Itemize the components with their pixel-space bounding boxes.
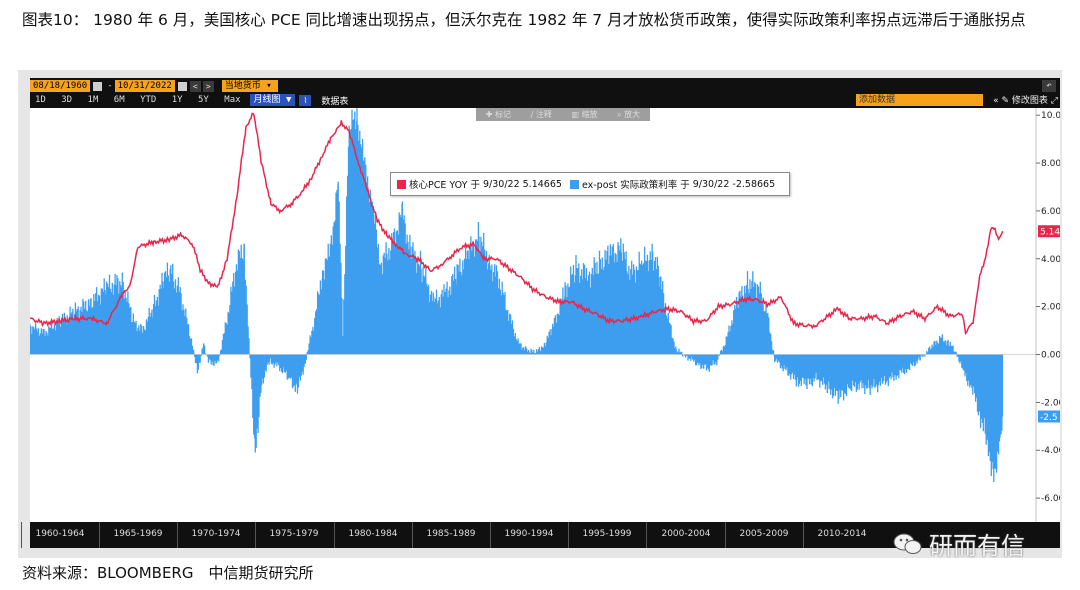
period-selector: 1D 3D 1M 6M YTD 1Y 5Y Max: [30, 95, 246, 105]
y-tick-label: 10.00: [1041, 111, 1060, 121]
watermark-text: 研而有信: [929, 532, 1025, 560]
x-tick-label: 1985-1989: [426, 529, 476, 539]
y-tick-label: 4.00: [1041, 255, 1060, 265]
x-period-separator: [568, 522, 569, 548]
toolbar-row-periods: 1D 3D 1M 6M YTD 1Y 5Y Max 月线图 ▼ ⌇ 数据表: [30, 93, 1060, 107]
x-period-separator: [412, 522, 413, 548]
x-tick-label: 1970-1974: [191, 529, 241, 539]
calendar-icon[interactable]: [93, 81, 103, 91]
x-period-separator: [725, 522, 726, 548]
policy-rate-area: [29, 108, 1004, 482]
legend-pce-date: 9/30/22: [482, 178, 520, 190]
legend-item-policy: ex-post 实际政策利率 于 9/30/22 -2.58665: [569, 177, 776, 191]
x-period-separator: [177, 522, 178, 548]
x-axis-bar: 1960-1964 1965-1969 1970-1974 1975-1979 1980…: [21, 522, 1060, 548]
end-date-field[interactable]: 10/31/2022: [114, 80, 175, 92]
chart-tools-bar: ✚ 标记 ∕ 注释 ▥ 缩放 ⌕ 放大: [476, 108, 650, 121]
currency-dropdown[interactable]: 当地货币 ▾: [221, 80, 278, 92]
wechat-icon: [893, 533, 922, 554]
figure-caption: 图表10： 1980 年 6 月，美国核心 PCE 同比增速出现拐点，但沃尔克在…: [22, 11, 1026, 29]
pce-last-value-tag-bg: [1038, 225, 1066, 238]
y-tick-label: -2.00: [1041, 398, 1060, 408]
chart-type-dropdown[interactable]: 月线图 ▼: [249, 94, 296, 106]
chart-legend: 核心PCE YOY 于 9/30/22 5.14665 ex-post 实际政策…: [390, 172, 791, 196]
pce-last-value-tag: 5.14: [1040, 228, 1060, 238]
edit-chart-button[interactable]: « ✎ 修改图表 ⤢: [993, 96, 1058, 106]
legend-policy-value: -2.58665: [732, 178, 776, 190]
x-period-separator: [21, 522, 22, 548]
y-tick-label: 2.00: [1041, 303, 1060, 313]
y-tick-label: -4.00: [1041, 446, 1060, 456]
x-period-separator: [334, 522, 335, 548]
tool-zoom-label: 缩放: [581, 110, 598, 119]
legend-pce-name: 核心PCE YOY: [409, 180, 468, 191]
period-6m[interactable]: 6M: [113, 95, 125, 105]
tool-annotate[interactable]: ∕ 注释: [530, 110, 552, 119]
legend-pce-value: 5.14665: [522, 178, 562, 190]
period-3d[interactable]: 3D: [61, 95, 73, 105]
x-period-separator: [646, 522, 647, 548]
currency-label: 当地货币: [224, 81, 261, 91]
period-5y[interactable]: 5Y: [198, 95, 209, 105]
period-ytd[interactable]: YTD: [140, 95, 157, 105]
x-period-separator: [255, 522, 256, 548]
source-note: 资料来源：BLOOMBERG 中信期货研究所: [22, 564, 314, 582]
x-tick-label: 2000-2004: [661, 529, 711, 539]
tool-mark-label: 标记: [495, 110, 512, 119]
toolbar-row-dates: 08/18/1960 - 10/31/2022 < > 当地货币 ▾ ↶: [30, 79, 1060, 93]
x-period-separator: [803, 522, 804, 548]
x-tick-label: 2010-2014: [817, 529, 867, 539]
y-tick-label: 6.00: [1041, 207, 1060, 217]
x-tick-label: 1990-1994: [504, 529, 554, 539]
chart-svg: 10.00 8.00 6.00 4.00 2.00 0.00 -2.00 -4.00 -6.00…: [29, 108, 1067, 522]
chevron-left-icon[interactable]: <: [189, 80, 201, 92]
x-period-separator: [490, 522, 491, 548]
tool-magnify[interactable]: ⌕ 放大: [617, 110, 641, 119]
add-data-field[interactable]: 添加数据: [856, 94, 983, 106]
period-1m[interactable]: 1M: [87, 95, 99, 105]
x-tick-label: 1995-1999: [582, 529, 632, 539]
x-tick-label: 1960-1964: [35, 529, 85, 539]
back-icon[interactable]: ↶: [1042, 80, 1056, 92]
legend-item-pce: 核心PCE YOY 于 9/30/22 5.14665: [397, 177, 562, 191]
tool-magnify-label: 放大: [624, 110, 641, 119]
y-tick-label: -6.00: [1041, 494, 1060, 504]
x-tick-label: 1975-1979: [269, 529, 319, 539]
date-separator: -: [107, 81, 113, 91]
bloomberg-terminal: 08/18/1960 - 10/31/2022 < > 当地货币 ▾ ↶ 1D …: [18, 70, 1067, 558]
policy-last-value-tag: -2.5: [1040, 413, 1058, 423]
chart-toolbar: 08/18/1960 - 10/31/2022 < > 当地货币 ▾ ↶ 1D …: [30, 78, 1060, 108]
pencil-icon: ✎: [1001, 96, 1010, 106]
y-tick-label: 0.00: [1041, 350, 1060, 360]
tool-mark[interactable]: ✚ 标记: [485, 110, 512, 119]
calendar-icon[interactable]: [177, 81, 187, 91]
period-1d[interactable]: 1D: [35, 95, 46, 105]
legend-policy-name: ex-post 实际政策利率: [581, 180, 678, 191]
legend-swatch-pce: [397, 179, 406, 189]
pce-yoy-line: [29, 112, 1004, 336]
legend-swatch-policy: [569, 179, 579, 189]
y-tick-label: 8.00: [1041, 159, 1060, 169]
chart-plot-area: 10.00 8.00 6.00 4.00 2.00 0.00 -2.00 -4.00 -6.00…: [29, 108, 1067, 548]
legend-policy-date: 9/30/22: [692, 178, 730, 190]
period-max[interactable]: Max: [224, 95, 241, 105]
data-table-button[interactable]: 数据表: [321, 96, 349, 107]
start-date-field[interactable]: 08/18/1960: [30, 80, 91, 92]
chevron-right-icon[interactable]: >: [202, 80, 214, 92]
x-tick-label: 2005-2009: [739, 529, 789, 539]
x-period-separator: [99, 522, 100, 548]
x-tick-label: 1980-1984: [348, 529, 398, 539]
period-1y[interactable]: 1Y: [171, 95, 183, 105]
line-chart-icon[interactable]: ⌇: [299, 94, 312, 106]
x-tick-label: 1965-1969: [113, 529, 163, 539]
tool-annotate-label: 注释: [535, 110, 552, 119]
chart-type-label: 月线图: [253, 95, 281, 105]
watermark: 研而有信: [893, 526, 1025, 561]
policy-last-value-tag-bg: [1038, 410, 1066, 423]
edit-chart-label: 修改图表: [1011, 96, 1048, 106]
tool-zoom[interactable]: ▥ 缩放: [571, 110, 598, 119]
